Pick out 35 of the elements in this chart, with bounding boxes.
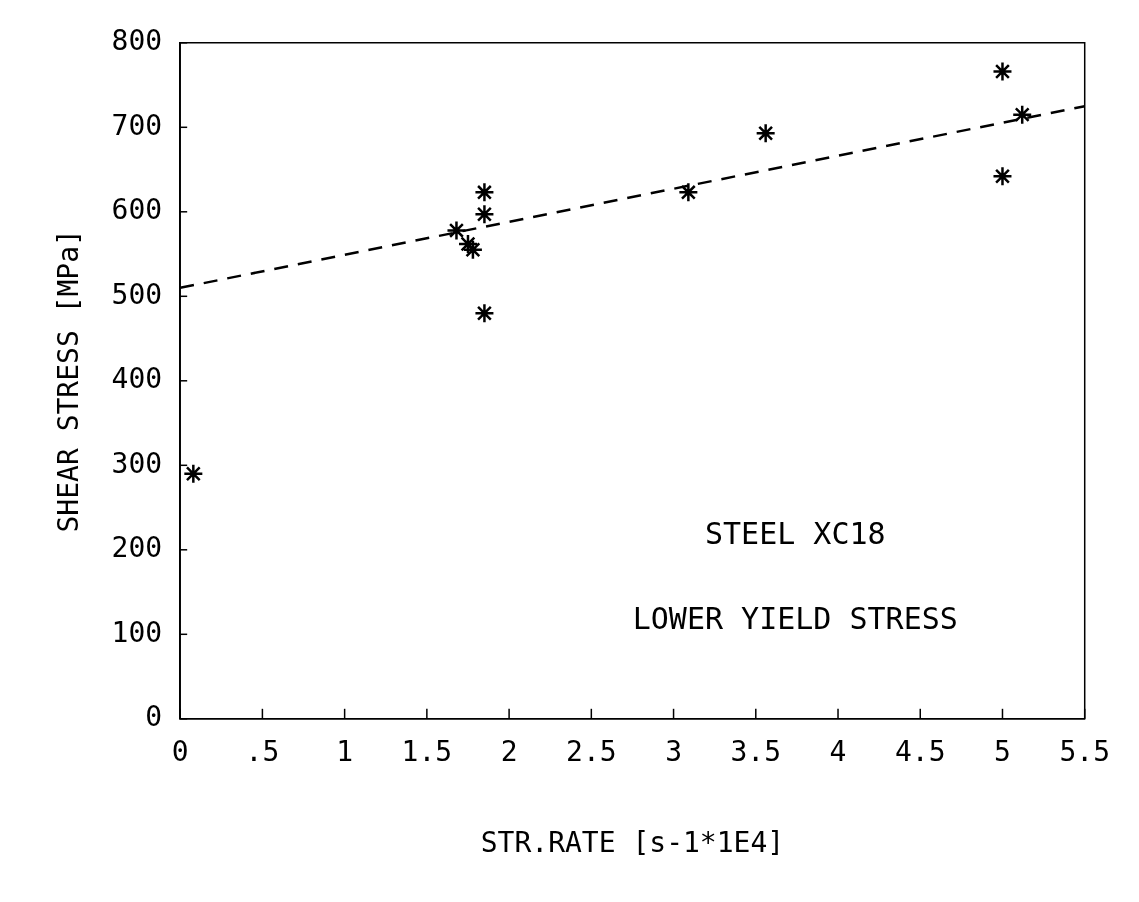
- y-tick-label: 800: [111, 24, 163, 58]
- point: [992, 166, 1013, 187]
- point: [474, 182, 495, 203]
- x-tick-label: .5: [245, 734, 280, 768]
- y-tick-label: 700: [111, 108, 163, 142]
- x-tick-label: 4.5: [894, 734, 946, 768]
- point: [755, 122, 776, 144]
- x-tick-label: 1: [336, 734, 354, 768]
- point: [678, 182, 699, 203]
- point: [992, 61, 1013, 82]
- point: [446, 220, 467, 241]
- x-tick-label: 2.5: [566, 734, 617, 768]
- y-tick-label: 100: [111, 615, 163, 649]
- x-tick-label: 3.5: [730, 734, 782, 768]
- x-tick-label: 0: [171, 734, 189, 768]
- point: [183, 463, 204, 484]
- y-tick-label: 400: [111, 362, 163, 396]
- annotation: LOWER YIELD STRESS: [632, 600, 958, 636]
- y-tick-label: 500: [111, 277, 163, 311]
- y-tick-label: 300: [111, 446, 163, 480]
- x-axis-title: STR.RATE [s-1*1E4]: [480, 826, 785, 860]
- x-tick-label: 5.5: [1059, 734, 1110, 768]
- point: [474, 204, 495, 225]
- x-tick-label: 4: [829, 734, 847, 768]
- y-tick-label: 600: [111, 193, 163, 227]
- y-axis-title: SHEAR STRESS [MPa]: [52, 229, 86, 533]
- x-tick-label: 5: [994, 734, 1011, 768]
- x-tick-label: 2: [500, 734, 518, 768]
- annotation: STEEL XC18: [704, 516, 886, 552]
- y-tick-label: 200: [111, 531, 163, 565]
- point: [474, 302, 495, 324]
- point: [1011, 104, 1033, 125]
- x-tick-label: 3: [665, 734, 682, 768]
- x-tick-label: 1.5: [401, 734, 453, 768]
- y-tick-label: 0: [145, 700, 163, 734]
